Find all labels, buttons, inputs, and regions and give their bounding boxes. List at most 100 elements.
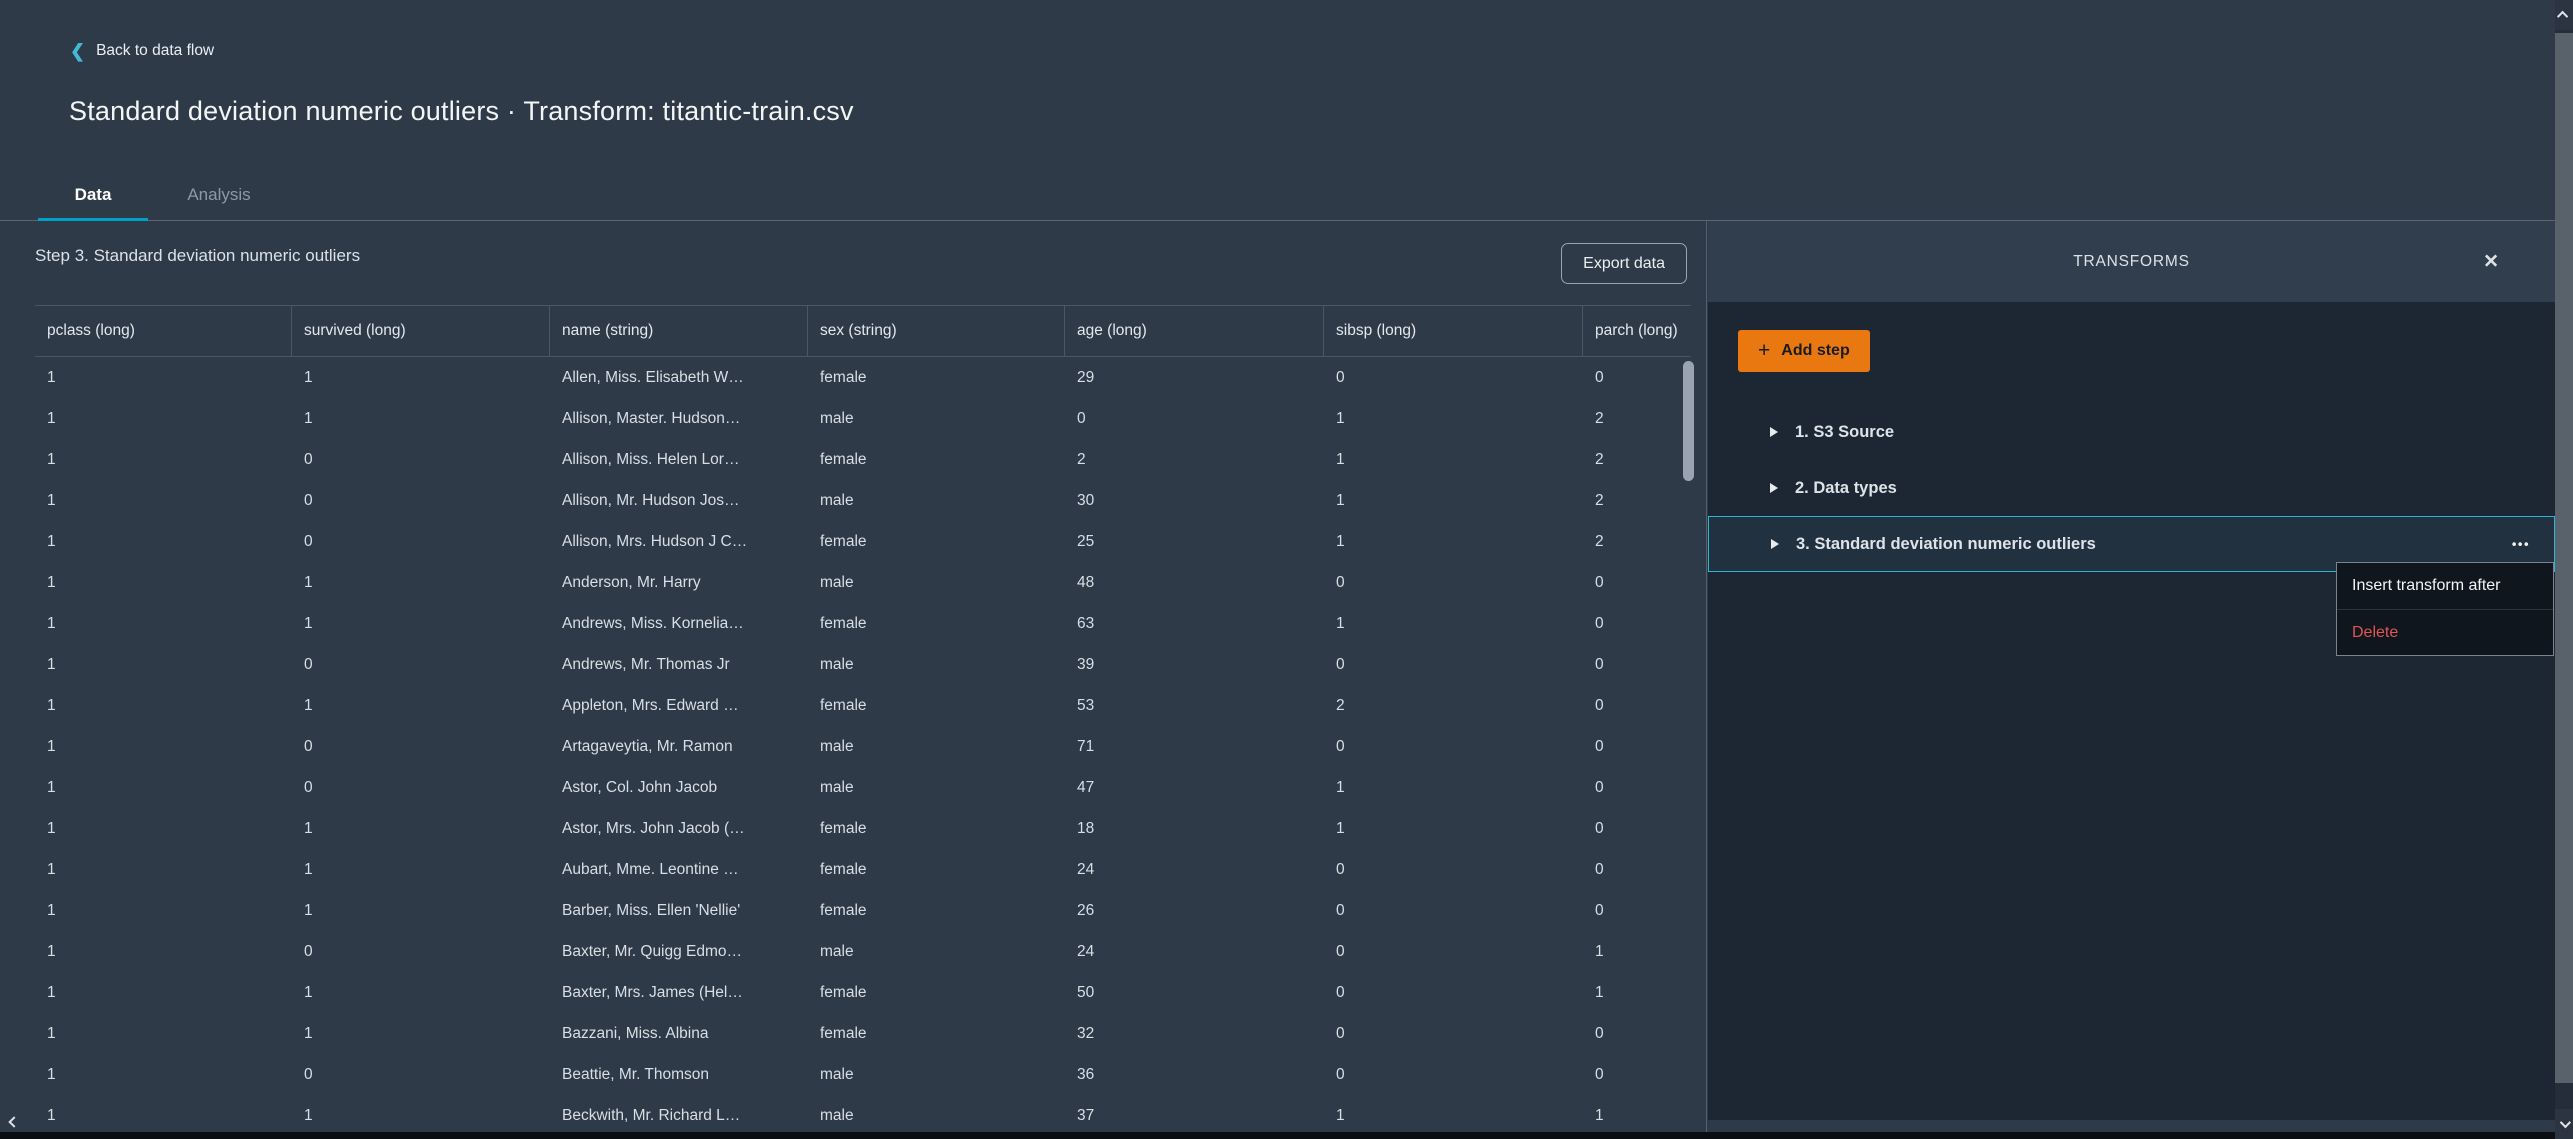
- table-cell: 24: [1077, 942, 1095, 960]
- table-cell: 1: [1336, 532, 1345, 550]
- column-header-name: name (string): [550, 306, 808, 356]
- chevron-up-icon: [2556, 10, 2569, 23]
- step-options-button[interactable]: •••: [2511, 536, 2530, 552]
- menu-item-delete[interactable]: Delete: [2337, 609, 2553, 655]
- expand-caret-icon[interactable]: [1771, 539, 1779, 549]
- table-cell: 1: [304, 1106, 313, 1124]
- table-cell: 1: [47, 983, 56, 1001]
- tab-data[interactable]: Data: [38, 170, 148, 221]
- table-row: 1 0 Andrews, Mr. Thomas Jr male 39 0 0: [35, 644, 1691, 685]
- transforms-panel-body: + Add step 1. S3 Source 2. Data types 3. S…: [1708, 302, 2555, 1120]
- table-cell: 1: [47, 450, 56, 468]
- table-cell: 1: [1595, 942, 1604, 960]
- table-cell: 0: [304, 532, 313, 550]
- table-cell: 1: [304, 368, 313, 386]
- table-row: 1 1 Anderson, Mr. Harry male 48 0 0: [35, 562, 1691, 603]
- table-cell: 1: [47, 819, 56, 837]
- table-cell: Artagaveytia, Mr. Ramon: [562, 737, 733, 755]
- horizontal-scrollbar-track[interactable]: [0, 1132, 2555, 1139]
- expand-caret-icon[interactable]: [1770, 483, 1778, 493]
- close-icon[interactable]: ✕: [2483, 251, 2499, 272]
- table-cell: 1: [304, 983, 313, 1001]
- table-cell: Astor, Col. John Jacob: [562, 778, 718, 796]
- table-cell: 29: [1077, 368, 1095, 386]
- export-data-button[interactable]: Export data: [1561, 243, 1687, 284]
- step-label: 2. Data types: [1795, 478, 1897, 497]
- table-row: 1 1 Barber, Miss. Ellen 'Nellie' female 26 0 0: [35, 890, 1691, 931]
- chevron-down-icon: [2559, 1116, 2572, 1129]
- table-cell: Aubart, Mme. Leontine …: [562, 860, 739, 878]
- add-step-button[interactable]: + Add step: [1738, 330, 1870, 372]
- table-cell: 1: [47, 942, 56, 960]
- step-label: 3. Standard deviation numeric outliers: [1796, 534, 2096, 553]
- table-cell: 1: [1595, 1106, 1604, 1124]
- page-scrollbar[interactable]: [2555, 0, 2573, 1139]
- menu-item-insert-transform-after[interactable]: Insert transform after: [2352, 577, 2501, 594]
- table-scrollbar-thumb[interactable]: [1683, 361, 1694, 481]
- table-cell: 0: [1336, 1065, 1345, 1083]
- table-cell: 1: [304, 696, 313, 714]
- data-table: pclass (long) survived (long) name (string…: [35, 305, 1691, 1132]
- table-cell: 0: [1595, 1065, 1604, 1083]
- back-to-data-flow-link[interactable]: ❮ Back to data flow: [70, 42, 214, 60]
- table-cell: Andrews, Miss. Kornelia…: [562, 614, 744, 632]
- table-cell: 0: [1336, 368, 1345, 386]
- page-title: Standard deviation numeric outliers · Tr…: [69, 96, 854, 126]
- table-cell: female: [820, 450, 867, 468]
- table-cell: 0: [1336, 983, 1345, 1001]
- scroll-up-button[interactable]: [2555, 0, 2573, 30]
- expand-caret-icon[interactable]: [1770, 427, 1778, 437]
- transform-steps-list: 1. S3 Source 2. Data types 3. Standard dev…: [1708, 404, 2555, 572]
- table-cell: 1: [47, 532, 56, 550]
- table-cell: 0: [1595, 368, 1604, 386]
- table-cell: 1: [47, 573, 56, 591]
- table-cell: male: [820, 491, 854, 509]
- table-cell: female: [820, 819, 867, 837]
- step-item-2[interactable]: 2. Data types: [1708, 460, 2555, 516]
- table-cell: female: [820, 614, 867, 632]
- table-row: 1 0 Allison, Mr. Hudson Jos… male 30 1 2: [35, 480, 1691, 521]
- table-cell: Allison, Miss. Helen Lor…: [562, 450, 740, 468]
- step-title: Step 3. Standard deviation numeric outli…: [35, 246, 361, 265]
- tab-analysis[interactable]: Analysis: [187, 185, 251, 204]
- table-cell: 0: [1336, 860, 1345, 878]
- table-cell: 71: [1077, 737, 1095, 755]
- table-scrollbar[interactable]: [1682, 358, 1695, 1129]
- page-scrollbar-thumb[interactable]: [2555, 33, 2573, 1083]
- table-row: 1 1 Astor, Mrs. John Jacob (… female 18 1 0: [35, 808, 1691, 849]
- column-header-survived: survived (long): [292, 306, 550, 356]
- table-cell: 1: [1336, 450, 1345, 468]
- table-cell: 1: [1336, 409, 1345, 427]
- table-cell: 0: [1595, 614, 1604, 632]
- table-row: 1 0 Allison, Miss. Helen Lor… female 2 1 2: [35, 439, 1691, 480]
- table-cell: 0: [1336, 737, 1345, 755]
- back-link-label[interactable]: Back to data flow: [96, 42, 215, 59]
- table-cell: 1: [47, 655, 56, 673]
- table-cell: 2: [1336, 696, 1345, 714]
- table-cell: 1: [47, 860, 56, 878]
- table-cell: 0: [1595, 573, 1604, 591]
- table-cell: 0: [304, 942, 313, 960]
- table-row: 1 0 Beattie, Mr. Thomson male 36 0 0: [35, 1054, 1691, 1095]
- table-header-row: pclass (long) survived (long) name (string…: [35, 305, 1691, 357]
- step-item-3[interactable]: 3. Standard deviation numeric outliers ••…: [1708, 516, 2555, 572]
- column-header-sibsp: sibsp (long): [1324, 306, 1583, 356]
- step-label: 1. S3 Source: [1795, 422, 1895, 441]
- table-cell: 0: [304, 655, 313, 673]
- table-cell: Baxter, Mr. Quigg Edmo…: [562, 942, 743, 960]
- table-cell: 1: [47, 1106, 56, 1124]
- table-row: 1 0 Baxter, Mr. Quigg Edmo… male 24 0 1: [35, 931, 1691, 972]
- chevron-left-icon[interactable]: [8, 1116, 20, 1128]
- column-header-pclass: pclass (long): [35, 306, 292, 356]
- scroll-down-button[interactable]: [2555, 1109, 2573, 1139]
- data-preview-pane: Step 3. Standard deviation numeric outli…: [0, 221, 1707, 1132]
- table-cell: 30: [1077, 491, 1095, 509]
- table-cell: Allison, Master. Hudson…: [562, 409, 741, 427]
- column-header-sex: sex (string): [808, 306, 1065, 356]
- table-cell: 1: [304, 1024, 313, 1042]
- table-cell: 1: [1336, 614, 1345, 632]
- table-row: 1 0 Allison, Mrs. Hudson J C… female 25 1 2: [35, 521, 1691, 562]
- table-cell: 2: [1595, 450, 1604, 468]
- step-item-1[interactable]: 1. S3 Source: [1708, 404, 2555, 460]
